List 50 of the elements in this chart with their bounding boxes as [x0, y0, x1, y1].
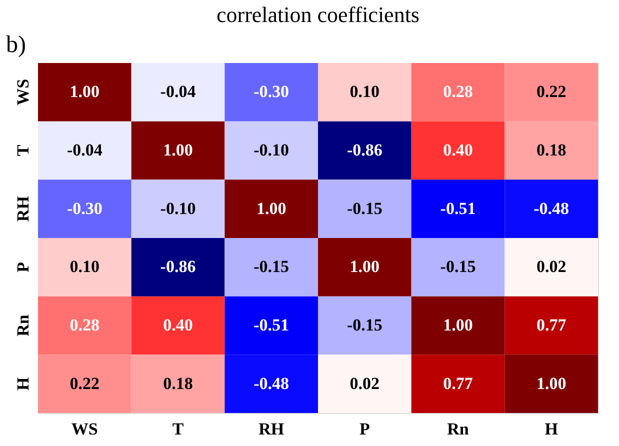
- y-tick-label: P: [14, 262, 32, 272]
- data-label: 0.10: [70, 257, 100, 276]
- data-label: 0.40: [443, 140, 473, 160]
- y-tick-label: WS: [14, 78, 32, 106]
- text: b): [6, 32, 26, 58]
- data-label: 0.02: [350, 374, 380, 393]
- data-label: 1.00: [70, 82, 100, 102]
- data-label: 1.00: [350, 257, 380, 276]
- y-tick-label: T: [14, 144, 32, 156]
- y-tick-label: RH: [14, 196, 32, 222]
- data-label: 0.40: [163, 316, 193, 334]
- data-label: -0.30: [254, 82, 290, 102]
- data-label: 0.10: [350, 82, 380, 102]
- x-tick-label: RH: [258, 420, 284, 438]
- data-label: -0.15: [346, 316, 382, 334]
- x-tick-label: H: [544, 420, 558, 438]
- data-label: 0.77: [536, 316, 567, 334]
- data-label: -0.48: [254, 374, 290, 393]
- chart-title: correlation coefficients: [216, 2, 420, 27]
- data-label: -0.86: [346, 140, 382, 160]
- data-label: -0.04: [160, 82, 196, 102]
- data-label: 0.28: [70, 316, 100, 334]
- data-label: -0.10: [254, 140, 290, 160]
- data-label: 0.22: [536, 82, 566, 102]
- data-label: -0.10: [160, 198, 196, 218]
- data-label: 1.00: [536, 374, 566, 393]
- data-label: 1.00: [443, 316, 473, 334]
- x-tick-label: P: [359, 420, 370, 438]
- data-label: -0.15: [254, 257, 290, 276]
- data-label: 0.02: [536, 257, 566, 276]
- data-label: -0.48: [534, 198, 570, 218]
- data-label: 0.18: [536, 140, 566, 160]
- x-tick-label: T: [172, 420, 184, 438]
- data-label: -0.04: [66, 140, 103, 160]
- data-label: -0.15: [346, 198, 382, 218]
- y-tick-label: Rn: [14, 314, 32, 336]
- data-label: 0.22: [70, 374, 100, 393]
- data-label: 1.00: [163, 140, 193, 160]
- data-label: -0.51: [440, 198, 476, 218]
- x-tick-label: Rn: [447, 420, 470, 438]
- data-label: 0.28: [443, 82, 473, 102]
- data-label: 1.00: [256, 198, 286, 218]
- data-label: 0.77: [443, 374, 474, 393]
- x-tick-label: WS: [71, 420, 98, 438]
- data-label: -0.86: [160, 257, 196, 276]
- y-tick-label: H: [14, 377, 32, 390]
- data-label: -0.30: [66, 198, 102, 218]
- data-label: -0.51: [254, 316, 290, 334]
- data-label: -0.15: [440, 257, 476, 276]
- data-label: 0.18: [163, 374, 193, 393]
